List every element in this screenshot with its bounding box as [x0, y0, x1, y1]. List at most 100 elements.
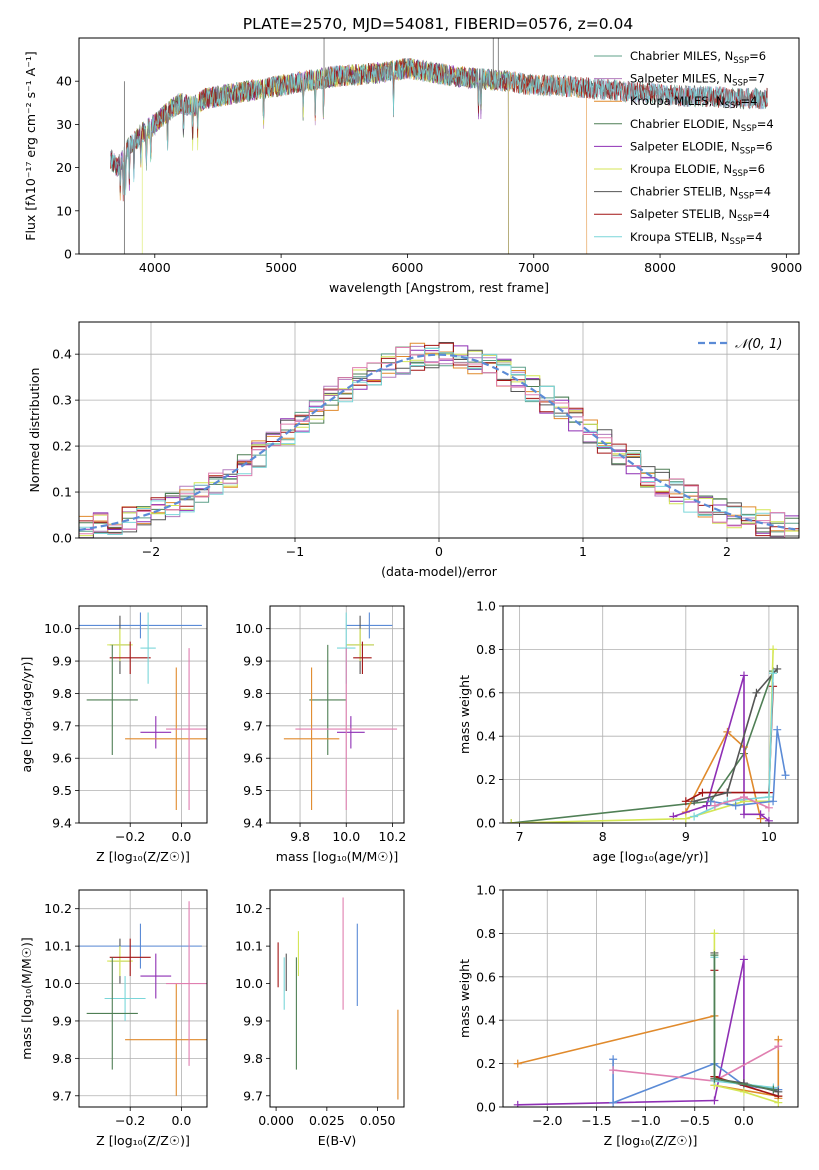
legend-entry: Salpeter STELIB, NSSP=4 [630, 207, 770, 224]
x-tick-label: −0.5 [680, 1113, 710, 1128]
y-axis-label: Flux [fλ10⁻¹⁷ erg cm⁻² s⁻¹ A⁻¹] [23, 51, 38, 240]
figure-title: PLATE=2570, MJD=54081, FIBERID=0576, z=0… [243, 15, 633, 33]
spectrum-kroupa_stelib [110, 58, 768, 196]
y-tick-label: 9.9 [243, 1013, 263, 1028]
mass-weight-marker [507, 819, 516, 823]
y-tick-label: 10.0 [44, 621, 72, 636]
y-tick-label: 10 [56, 203, 72, 218]
x-tick-label: 0.0 [171, 829, 191, 844]
y-tick-label: 0 [64, 247, 72, 262]
mass-weight-marker [710, 801, 719, 810]
x-tick-label: −1.5 [581, 1113, 611, 1128]
y-tick-label: 9.9 [52, 1013, 72, 1028]
x-tick-label: −1 [286, 544, 304, 559]
y-tick-label: 0.4 [476, 1013, 496, 1028]
y-tick-label: 9.8 [243, 686, 263, 701]
y-tick-label: 9.8 [52, 1051, 72, 1066]
axes-frame [269, 605, 405, 824]
mass-weight-line-chabrier_stelib [693, 668, 778, 803]
y-tick-label: 1.0 [476, 599, 496, 614]
y-tick-label: 9.8 [243, 1051, 263, 1066]
mass-weight-marker [681, 797, 690, 806]
legend-entry: Kroupa STELIB, NSSP=4 [630, 230, 762, 247]
mass-weight-line-salpeter_stelib [713, 970, 779, 1097]
x-tick-label: 0.0 [734, 1113, 754, 1128]
y-tick-label: 9.5 [52, 783, 72, 798]
y-tick-label: 9.6 [243, 751, 263, 766]
y-axis-label: age [log₁₀(age/yr)] [19, 657, 34, 773]
spectrum-kroupa_miles [110, 59, 588, 254]
y-tick-label: 1.0 [476, 883, 496, 898]
mass-weight-marker [609, 1055, 618, 1064]
mass-weight-marker [756, 810, 765, 819]
axes-frame [78, 321, 800, 539]
x-tick-label: 0 [435, 544, 443, 559]
legend-text: Salpeter ELODIE, N [630, 139, 740, 153]
y-tick-label: 0.8 [476, 926, 496, 941]
legend-text: Chabrier STELIB, N [630, 185, 738, 199]
x-tick-label: 9.8 [290, 829, 310, 844]
mass-weight-marker [773, 725, 782, 734]
mass-weight-marker [609, 1066, 618, 1075]
panel-spectrum: 4000 5000 6000 7000 8000 9000 0 10 20 30 40 wavelen… [23, 37, 802, 295]
legend-text: Chabrier MILES, N [630, 49, 733, 63]
plot-area [110, 38, 768, 254]
legend-subscript: SSP [738, 192, 754, 202]
mass-weight-marker [769, 645, 778, 654]
legend-subscript: SSP [732, 79, 748, 89]
mass-weight-marker [710, 929, 719, 938]
x-tick-label: 2 [723, 544, 731, 559]
mass-weight-marker [764, 816, 773, 823]
x-tick-label: 10.0 [332, 829, 360, 844]
plot-area [79, 901, 207, 1096]
legend-entry: Salpeter ELODIE, NSSP=6 [630, 139, 773, 156]
x-axis-label: Z [log₁₀(Z/Z☉)] [604, 1133, 698, 1148]
y-tick-label: 30 [56, 117, 72, 132]
legend-text: Kroupa ELODIE, N [630, 162, 732, 176]
y-tick-label: 9.4 [52, 816, 72, 831]
mass-weight-marker [774, 1042, 783, 1051]
mass-weight-line-extra_blue [612, 1059, 779, 1104]
axes-frame [78, 605, 208, 824]
x-tick-label: 4000 [139, 260, 171, 275]
x-tick-label: −1.0 [630, 1113, 660, 1128]
plot-area [507, 645, 790, 823]
panel-mass_vs_Z: −0.2 0.0 9.7 9.8 9.9 10.0 10.1 10.2 Z [log₁₀(Z/Z… [19, 889, 208, 1148]
plot-area [283, 612, 398, 811]
legend-entry: Salpeter MILES, NSSP=7 [630, 72, 765, 89]
x-tick-label: −2 [142, 544, 160, 559]
x-tick-label: 9 [682, 829, 690, 844]
legend-subscript: SSP [725, 101, 741, 111]
y-tick-label: 0.2 [52, 439, 72, 454]
legend-entry: Chabrier ELODIE, NSSP=4 [630, 117, 774, 134]
legend-text: =4 [757, 117, 774, 131]
legend-subscript: SSP [730, 237, 746, 247]
y-tick-label: 9.5 [243, 783, 263, 798]
axes-frame [78, 37, 800, 255]
legend-text: =4 [753, 207, 770, 221]
legend-text: =6 [748, 162, 765, 176]
y-tick-label: 10.1 [235, 939, 263, 954]
y-tick-label: 0.4 [52, 347, 72, 362]
legend-subscript: SSP [732, 169, 748, 179]
mass-weight-marker [731, 801, 740, 810]
y-tick-label: 10.2 [235, 901, 263, 916]
mass-weight-line-chabrier_elodie [511, 670, 774, 823]
plot-area [513, 929, 783, 1107]
y-tick-label: 40 [56, 74, 72, 89]
mass-weight-line-salpeter_elodie [673, 675, 770, 822]
x-tick-label: 6000 [392, 260, 424, 275]
mass-weight-marker [781, 771, 790, 780]
y-tick-label: 9.7 [52, 718, 72, 733]
x-tick-label: 10 [761, 829, 777, 844]
x-tick-label: 9000 [770, 260, 802, 275]
x-tick-label: 0.050 [360, 1113, 396, 1128]
y-tick-label: 20 [56, 160, 72, 175]
x-tick-label: 1 [579, 544, 587, 559]
panel-age_vs_mass: 9.8 10.0 10.2 9.4 9.5 9.6 9.7 9.8 9.9 10.0 mass [l… [235, 605, 406, 864]
y-tick-label: 10.0 [235, 976, 263, 991]
panel-residuals: −2 −1 0 1 2 0.0 0.1 0.2 0.3 0.4 (data-model)/error… [27, 321, 800, 579]
y-tick-label: 0.6 [476, 969, 496, 984]
y-tick-label: 10.0 [44, 976, 72, 991]
